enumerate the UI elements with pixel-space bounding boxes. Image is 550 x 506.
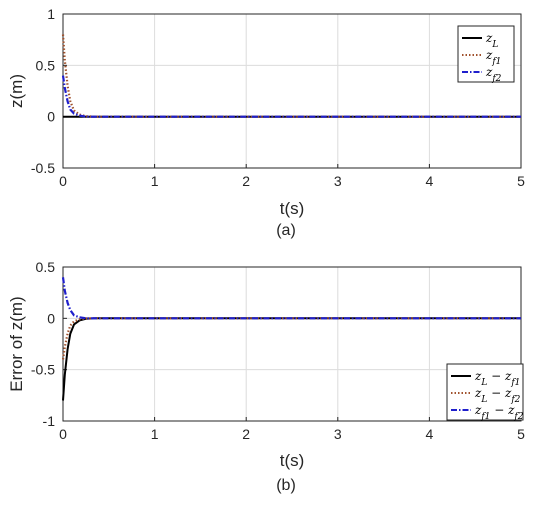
x-tick-label: 5 [517, 426, 525, 442]
x-axis-label: t(s) [280, 451, 305, 470]
x-tick-label: 1 [151, 173, 159, 189]
y-tick-label: 0 [47, 310, 55, 326]
subplot-caption: (a) [276, 222, 296, 239]
legend-entry-2: zf1 [485, 48, 501, 67]
series-line-2 [61, 34, 521, 118]
y-tick-label: -1 [43, 413, 56, 429]
y-axis-label: z(m) [7, 74, 26, 108]
x-tick-label: 4 [426, 173, 434, 189]
y-tick-label: 0 [47, 109, 55, 125]
series-line-2 [61, 317, 521, 360]
series-line-3 [61, 75, 521, 118]
x-tick-label: 3 [334, 426, 342, 442]
y-tick-label: 1 [47, 6, 55, 22]
x-tick-label: 4 [426, 426, 434, 442]
x-tick-label: 2 [242, 426, 250, 442]
axes-frame [62, 13, 522, 169]
legend-entry-1: zL [485, 31, 498, 50]
x-tick-label: 3 [334, 173, 342, 189]
legend-entry-3: zf2 [485, 65, 502, 84]
chart-b: 0 1 2 3 4 5 0.5 0 -0.5 -1 t(s) Error of z(m) (b) zL −… [7, 259, 525, 494]
y-tick-label: -0.5 [31, 362, 55, 378]
subplot-caption: (b) [276, 477, 296, 494]
x-tick-label: 2 [242, 173, 250, 189]
x-tick-label: 0 [59, 426, 67, 442]
plot-area [63, 14, 521, 168]
series-line-3 [61, 277, 521, 320]
legend-entry-3: zf1 − zf2 [474, 403, 524, 422]
x-tick-label: 5 [517, 173, 525, 189]
x-axis-label: t(s) [280, 199, 305, 218]
y-axis-label: Error of z(m) [7, 296, 26, 391]
axes-frame [62, 266, 522, 422]
y-tick-label: 0.5 [36, 57, 56, 73]
y-tick-label: -0.5 [31, 160, 55, 176]
legend-entry-2: zL − zf2 [474, 386, 521, 405]
legend-entry-1: zL − zf1 [474, 369, 520, 388]
x-tick-label: 0 [59, 173, 67, 189]
y-tick-label: 0.5 [36, 259, 56, 275]
x-tick-label: 1 [151, 426, 159, 442]
plot-area [63, 267, 521, 421]
